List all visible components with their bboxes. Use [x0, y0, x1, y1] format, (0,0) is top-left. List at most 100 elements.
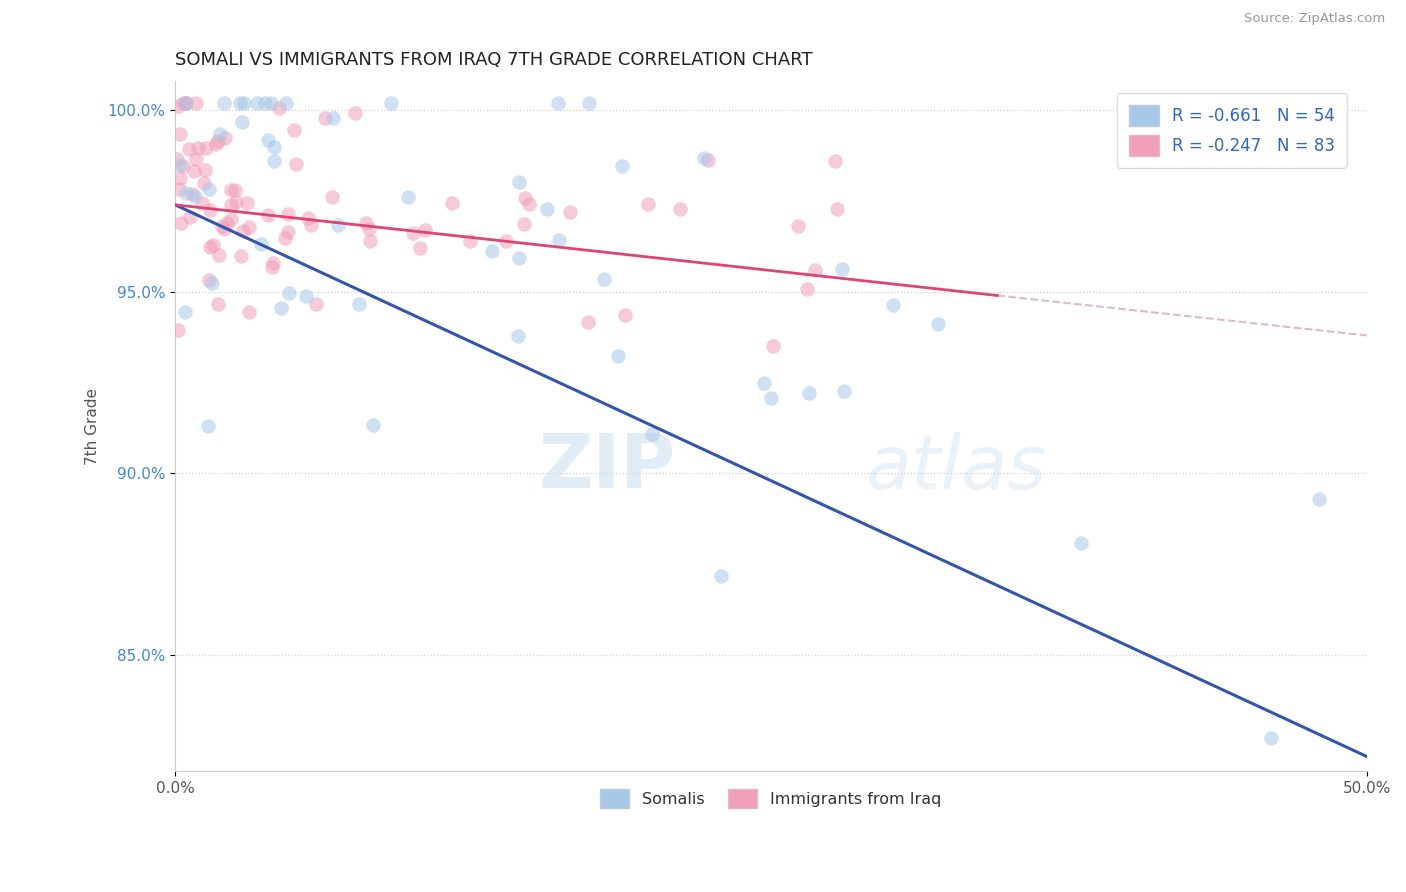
Point	[208, 248, 231, 262]
Point	[169, 216, 191, 230]
Point	[257, 209, 280, 223]
Point	[641, 426, 664, 441]
Text: Source: ZipAtlas.com: Source: ZipAtlas.com	[1244, 12, 1385, 25]
Point	[250, 236, 273, 251]
Point	[179, 210, 201, 224]
Point	[356, 216, 378, 230]
Point	[176, 186, 198, 200]
Point	[283, 122, 305, 136]
Point	[578, 96, 600, 111]
Point	[697, 153, 720, 168]
Point	[184, 96, 207, 111]
Point	[184, 189, 207, 203]
Point	[219, 211, 242, 226]
Point	[183, 164, 205, 178]
Point	[238, 304, 260, 318]
Point	[274, 231, 297, 245]
Point	[260, 96, 283, 111]
Text: SOMALI VS IMMIGRANTS FROM IRAQ 7TH GRADE CORRELATION CHART: SOMALI VS IMMIGRANTS FROM IRAQ 7TH GRADE…	[174, 51, 813, 69]
Point	[314, 111, 336, 125]
Point	[359, 235, 381, 249]
Point	[277, 286, 299, 301]
Point	[181, 187, 204, 202]
Point	[347, 297, 370, 311]
Point	[174, 96, 197, 111]
Point	[804, 263, 827, 277]
Point	[238, 220, 260, 235]
Point	[612, 159, 634, 173]
Point	[166, 152, 188, 166]
Point	[174, 96, 197, 111]
Point	[198, 272, 221, 286]
Point	[536, 202, 558, 217]
Point	[1070, 536, 1092, 550]
Point	[232, 224, 254, 238]
Point	[495, 235, 517, 249]
Point	[409, 241, 432, 255]
Point	[186, 152, 208, 166]
Point	[186, 141, 208, 155]
Point	[547, 96, 569, 111]
Point	[576, 315, 599, 329]
Point	[262, 256, 284, 270]
Point	[236, 195, 259, 210]
Point	[166, 99, 188, 113]
Point	[172, 160, 194, 174]
Point	[167, 182, 190, 196]
Point	[229, 249, 252, 263]
Point	[614, 308, 637, 322]
Point	[256, 133, 278, 147]
Point	[177, 142, 200, 156]
Point	[198, 240, 221, 254]
Point	[515, 191, 537, 205]
Point	[607, 349, 630, 363]
Point	[481, 244, 503, 258]
Point	[169, 127, 191, 141]
Point	[173, 305, 195, 319]
Point	[169, 158, 191, 172]
Point	[198, 182, 221, 196]
Point	[212, 96, 235, 111]
Point	[207, 134, 229, 148]
Point	[208, 127, 231, 141]
Point	[194, 163, 217, 178]
Point	[508, 251, 530, 265]
Point	[440, 196, 463, 211]
Point	[558, 204, 581, 219]
Point	[254, 96, 277, 111]
Point	[548, 233, 571, 247]
Point	[232, 96, 254, 111]
Point	[197, 419, 219, 434]
Y-axis label: 7th Grade: 7th Grade	[86, 388, 100, 465]
Point	[169, 171, 191, 186]
Point	[263, 154, 285, 169]
Point	[786, 219, 808, 233]
Point	[321, 190, 343, 204]
Point	[506, 329, 529, 343]
Point	[172, 96, 194, 111]
Point	[299, 218, 322, 232]
Point	[363, 418, 385, 433]
Point	[380, 96, 402, 111]
Text: ZIP: ZIP	[538, 431, 675, 504]
Point	[797, 386, 820, 401]
Point	[710, 569, 733, 583]
Point	[1260, 731, 1282, 745]
Point	[194, 141, 217, 155]
Point	[219, 198, 242, 212]
Point	[754, 376, 776, 391]
Point	[193, 176, 215, 190]
Point	[396, 190, 419, 204]
Point	[759, 391, 782, 405]
Point	[229, 96, 252, 111]
Point	[413, 222, 436, 236]
Point	[211, 219, 233, 234]
Point	[513, 217, 536, 231]
Point	[207, 297, 229, 311]
Point	[326, 218, 349, 232]
Point	[517, 197, 540, 211]
Point	[202, 237, 225, 252]
Point	[231, 114, 253, 128]
Point	[1308, 491, 1330, 506]
Point	[344, 106, 367, 120]
